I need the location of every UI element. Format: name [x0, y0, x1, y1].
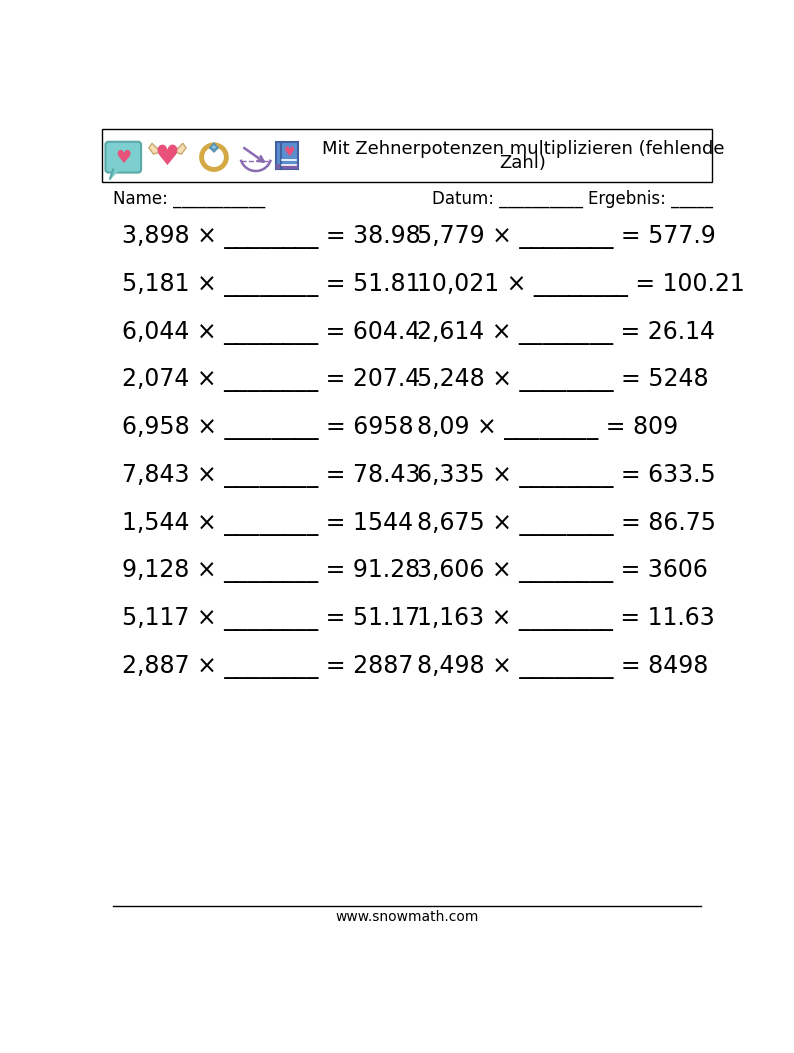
Text: Datum: __________: Datum: __________ — [433, 190, 584, 207]
Text: Zahl): Zahl) — [499, 155, 546, 173]
Text: 5,779 × ________ = 577.9: 5,779 × ________ = 577.9 — [417, 225, 715, 250]
Text: 6,958 × ________ = 6958: 6,958 × ________ = 6958 — [122, 416, 414, 440]
Text: 5,117 × ________ = 51.17: 5,117 × ________ = 51.17 — [122, 608, 421, 631]
FancyBboxPatch shape — [106, 142, 141, 173]
Text: www.snowmath.com: www.snowmath.com — [335, 910, 479, 925]
Text: 5,181 × ________ = 51.81: 5,181 × ________ = 51.81 — [122, 273, 421, 297]
Text: ♥: ♥ — [155, 143, 180, 172]
Text: 8,09 × ________ = 809: 8,09 × ________ = 809 — [417, 416, 678, 440]
Text: ♥: ♥ — [115, 148, 131, 167]
Polygon shape — [210, 143, 218, 152]
Text: 6,335 × ________ = 633.5: 6,335 × ________ = 633.5 — [417, 464, 715, 488]
Text: 8,675 × ________ = 86.75: 8,675 × ________ = 86.75 — [417, 512, 716, 536]
Polygon shape — [174, 143, 186, 154]
Text: 1,163 × ________ = 11.63: 1,163 × ________ = 11.63 — [417, 608, 715, 631]
Text: 8,498 × ________ = 8498: 8,498 × ________ = 8498 — [417, 655, 708, 679]
Text: Name: ___________: Name: ___________ — [114, 190, 265, 207]
Text: 2,614 × ________ = 26.14: 2,614 × ________ = 26.14 — [417, 321, 715, 344]
Text: 3,606 × ________ = 3606: 3,606 × ________ = 3606 — [417, 559, 708, 583]
Text: 5,248 × ________ = 5248: 5,248 × ________ = 5248 — [417, 369, 708, 393]
Text: 10,021 × ________ = 100.21: 10,021 × ________ = 100.21 — [417, 273, 745, 297]
Polygon shape — [110, 170, 119, 179]
Text: ♥: ♥ — [283, 146, 295, 159]
Text: 2,074 × ________ = 207.4: 2,074 × ________ = 207.4 — [122, 369, 421, 393]
Text: 9,128 × ________ = 91.28: 9,128 × ________ = 91.28 — [122, 559, 421, 583]
FancyBboxPatch shape — [102, 130, 711, 182]
FancyBboxPatch shape — [276, 142, 298, 170]
FancyBboxPatch shape — [276, 164, 298, 170]
Text: 7,843 × ________ = 78.43: 7,843 × ________ = 78.43 — [122, 464, 421, 488]
Text: 2,887 × ________ = 2887: 2,887 × ________ = 2887 — [122, 655, 414, 679]
Text: 1,544 × ________ = 1544: 1,544 × ________ = 1544 — [122, 512, 414, 536]
Polygon shape — [148, 143, 161, 154]
Text: Mit Zehnerpotenzen multiplizieren (fehlende: Mit Zehnerpotenzen multiplizieren (fehle… — [322, 140, 724, 158]
Text: 3,898 × ________ = 38.98: 3,898 × ________ = 38.98 — [122, 225, 422, 250]
Text: 6,044 × ________ = 604.4: 6,044 × ________ = 604.4 — [122, 321, 421, 344]
Text: Ergebnis: _____: Ergebnis: _____ — [588, 190, 712, 207]
